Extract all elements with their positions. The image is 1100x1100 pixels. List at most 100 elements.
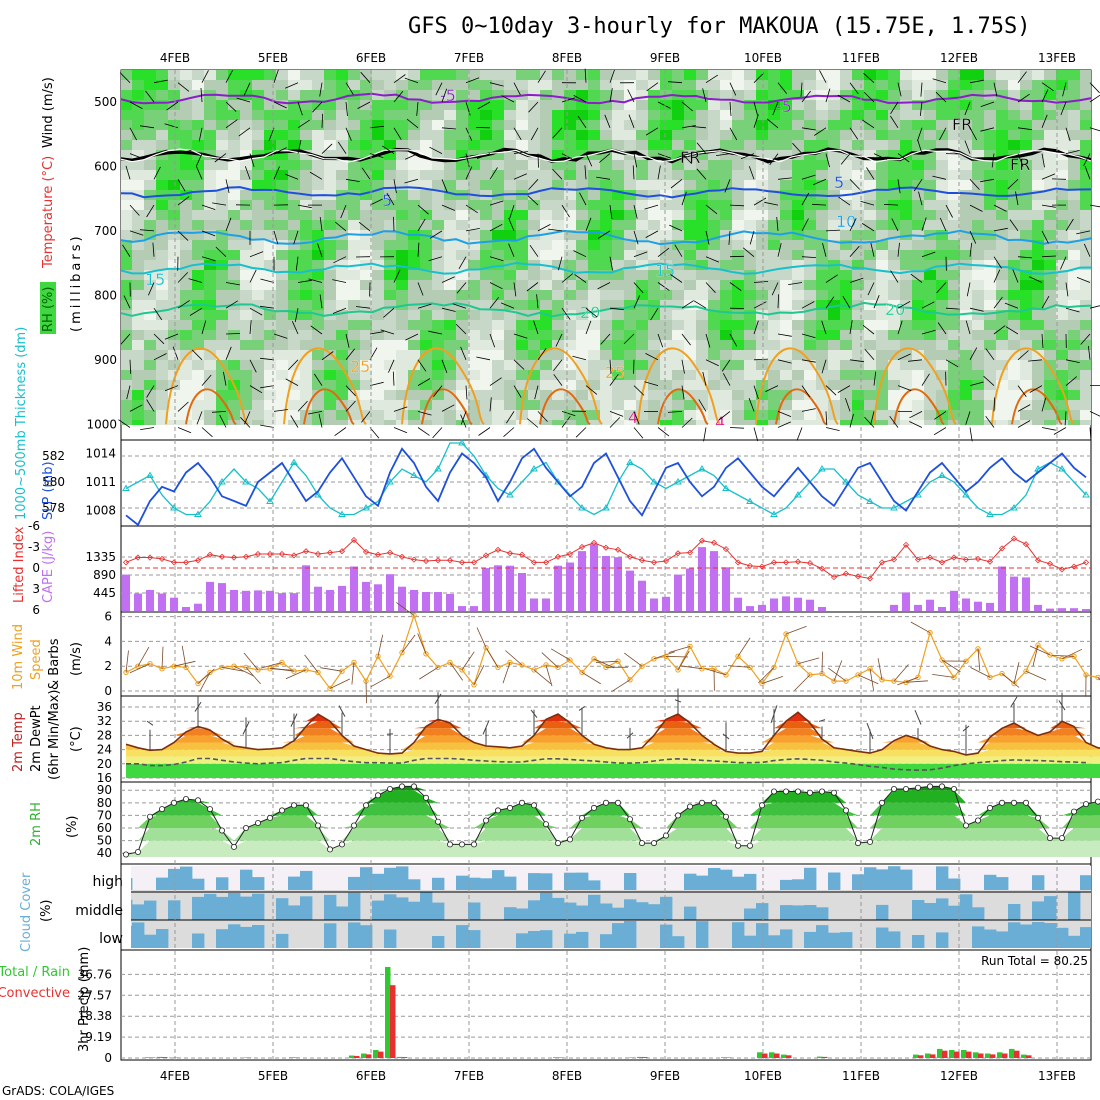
rh-cell [372,310,385,321]
rh-cell [792,410,805,421]
rh-cell [252,380,265,391]
axis-tick-label: 0 [32,561,40,575]
wind-barb [867,282,875,296]
rh-cell [144,170,157,181]
rh-cell [144,250,157,261]
rh-cell [300,210,313,221]
rh-cell [1080,150,1091,161]
wind-speed-point [243,664,249,671]
rh-cell [696,270,709,281]
wind-barb-10m [486,648,499,668]
rh-cell [756,80,769,91]
rh-cell [564,300,577,311]
wind-barb [120,333,131,345]
rh-cell [720,210,733,221]
rh-cell [888,280,901,291]
rh-cell [852,310,865,321]
rh-cell [612,170,625,181]
wind-barb [1041,82,1054,92]
rh-cell [432,170,445,181]
rh-cell [912,400,925,411]
rh-cell [744,300,757,311]
precip-convective-bar [774,1053,780,1058]
rh-cell [1044,220,1057,231]
rh-cell [516,260,529,271]
rh-cell [180,80,193,91]
rh-cell [804,390,817,401]
cloud-cell [1044,896,1057,920]
rh-cell [828,280,841,291]
rh-cell [552,350,565,361]
rh-cell [1032,100,1045,111]
rh-cell [576,210,589,221]
rh-cell [840,260,853,271]
rh-cell [1008,210,1021,221]
cloud-cell [168,868,181,890]
rh-cell [156,390,169,401]
rh-cell [924,380,937,391]
rh-cell [972,190,985,201]
rh-cell [216,330,229,341]
rh-cell [624,420,637,425]
rh-cell [996,160,1009,171]
rh-cell [456,130,469,141]
rh-cell [780,290,793,301]
rh-cell [276,170,289,181]
cloud-cell [732,876,745,890]
wind-barb-10m [125,650,129,673]
minmax-cap [914,710,922,725]
rh-cell [600,280,613,291]
precip-convective-bar [378,1051,384,1058]
rh-cell [540,330,553,341]
rh-cell [540,160,553,171]
rh-cell [900,290,913,301]
rh-cell [864,230,877,241]
rh-cell [684,100,697,111]
rh-cell [972,80,985,91]
wind-barb [211,411,227,413]
rh-cell [600,180,613,191]
cloud-cell [984,874,997,890]
rh-cell [636,70,649,81]
wind-barb [530,127,539,141]
rh-cell [708,230,721,241]
rh-cell [516,160,529,171]
rh-cell [888,370,901,381]
rh-cell [192,410,205,421]
rh-cell [1032,150,1045,161]
rh-cell [312,140,325,151]
rh-cell [528,380,541,391]
rh-cell [492,100,505,111]
rh-cell [336,70,349,81]
rh-cell [312,80,325,91]
rh-cell [216,150,229,161]
rh-cell [240,190,253,201]
rh-cell [156,240,169,251]
rh-cell [768,290,781,301]
lifted-index-point [266,550,274,558]
rh-cell [156,400,169,411]
rh-cell [780,320,793,331]
rh-cell [348,170,361,181]
rh-cell [696,420,709,425]
contour-label: 20 [885,300,905,319]
rh-cell [300,340,313,351]
rh-cell [336,330,349,341]
rh-cell [1032,230,1045,241]
rh-cell [984,240,997,251]
rh-cell [1068,90,1081,101]
rh-cell [444,210,457,221]
rh-cell [324,350,337,361]
rh-cell [840,150,853,161]
rh-cell [432,380,445,391]
rh-cell [252,410,265,421]
rh-cell [588,220,601,231]
temp-band [126,728,1100,736]
cape-bar [710,551,718,611]
wind-barb [935,91,947,103]
rh-cell [864,70,877,81]
rh-cell [336,410,349,421]
wind-barb [1065,359,1080,363]
rh-point [470,841,477,848]
contour-25 [165,347,249,425]
